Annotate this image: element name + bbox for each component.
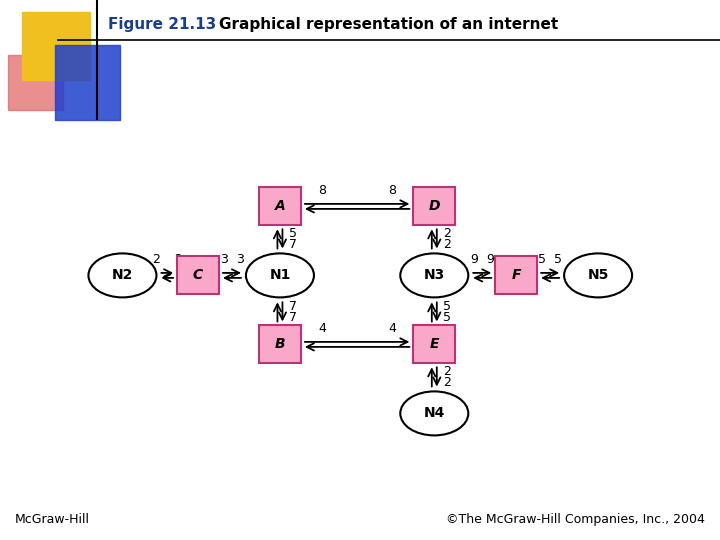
FancyBboxPatch shape [413, 326, 455, 363]
FancyBboxPatch shape [413, 187, 455, 225]
Text: 9: 9 [487, 253, 494, 266]
Text: Graphical representation of an internet: Graphical representation of an internet [198, 17, 558, 31]
Text: 5: 5 [444, 300, 451, 313]
Text: Figure 21.13: Figure 21.13 [108, 17, 216, 31]
Text: 8: 8 [318, 184, 326, 198]
Text: 4: 4 [318, 322, 326, 335]
Text: A: A [274, 199, 285, 213]
Text: B: B [274, 338, 285, 352]
Ellipse shape [400, 392, 468, 435]
Text: 7: 7 [289, 311, 297, 324]
Text: 2: 2 [444, 365, 451, 378]
Text: 5: 5 [289, 227, 297, 240]
Text: 9: 9 [470, 253, 478, 266]
Text: 3: 3 [220, 253, 228, 266]
Text: 2: 2 [444, 238, 451, 251]
Text: N3: N3 [423, 268, 445, 282]
Text: N2: N2 [112, 268, 133, 282]
FancyBboxPatch shape [177, 256, 219, 294]
Bar [8, 55, 63, 110]
Text: ©The McGraw-Hill Companies, Inc., 2004: ©The McGraw-Hill Companies, Inc., 2004 [446, 513, 705, 526]
Text: 3: 3 [236, 253, 244, 266]
Text: F: F [511, 268, 521, 282]
Ellipse shape [89, 253, 156, 298]
Text: E: E [430, 338, 439, 352]
Text: 5: 5 [554, 253, 562, 266]
Text: 2: 2 [444, 376, 451, 389]
Text: C: C [193, 268, 203, 282]
Text: 4: 4 [388, 322, 396, 335]
Text: 2: 2 [152, 253, 160, 266]
Text: 8: 8 [388, 184, 396, 198]
Bar [55, 45, 120, 120]
Text: McGraw-Hill: McGraw-Hill [15, 513, 90, 526]
Text: N4: N4 [423, 407, 445, 421]
Ellipse shape [564, 253, 632, 298]
Text: 7: 7 [289, 300, 297, 313]
Text: 5: 5 [444, 311, 451, 324]
Text: 2: 2 [174, 253, 182, 266]
Text: 2: 2 [444, 227, 451, 240]
Text: 7: 7 [289, 238, 297, 251]
Text: 5: 5 [538, 253, 546, 266]
Bar [22, 12, 90, 80]
Ellipse shape [400, 253, 468, 298]
FancyBboxPatch shape [259, 326, 301, 363]
FancyBboxPatch shape [259, 187, 301, 225]
FancyBboxPatch shape [495, 256, 537, 294]
Text: N1: N1 [269, 268, 291, 282]
Text: D: D [428, 199, 440, 213]
Ellipse shape [246, 253, 314, 298]
Text: N5: N5 [588, 268, 609, 282]
